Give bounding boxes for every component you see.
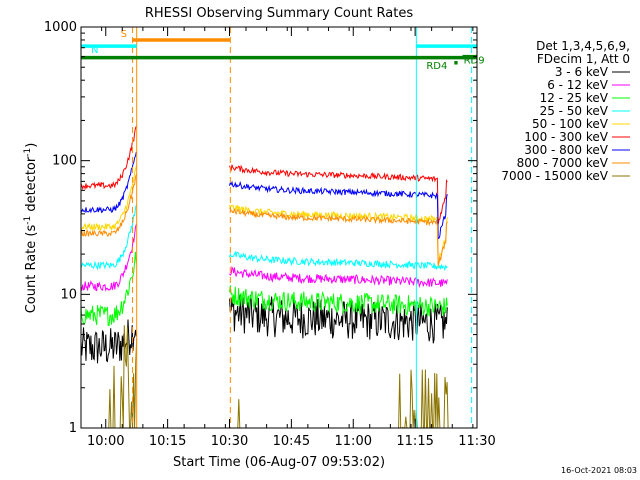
series-25to50keV xyxy=(80,204,448,272)
series-line-segment-2 xyxy=(229,294,448,344)
x-tick-label: 11:00 xyxy=(335,434,372,449)
series-line-segment-2 xyxy=(229,164,448,225)
series-line-segment-2 xyxy=(229,285,448,317)
series-300to800keV xyxy=(80,151,448,240)
legend-label: 6 - 12 keV xyxy=(547,78,609,92)
x-tick-label: 11:15 xyxy=(396,434,433,449)
plot-frame xyxy=(80,26,478,429)
x-tick-label: 10:45 xyxy=(273,434,310,449)
legend-label: 12 - 25 keV xyxy=(540,91,609,105)
series-line-segment-1 xyxy=(80,251,137,326)
y-axis-label: Count Rate (s-1 detector-1) xyxy=(23,143,39,314)
legend-label: 50 - 100 keV xyxy=(532,117,609,131)
legend-label: 300 - 800 keV xyxy=(524,143,608,157)
legend-label: 7000 - 15000 keV xyxy=(501,169,608,183)
legend: Det 1,3,4,5,6,9, FDecim 1, Att 0 3 - 6 k… xyxy=(501,39,630,183)
legend-header-2: FDecim 1, Att 0 xyxy=(537,52,630,66)
series-line-segment-1 xyxy=(80,165,137,232)
series-line-segment-2 xyxy=(229,204,448,267)
series-6to12keV xyxy=(80,224,448,292)
legend-header-1: Det 1,3,4,5,6,9, xyxy=(536,39,630,53)
series-line-segment-1 xyxy=(80,204,137,271)
y-tick-label: 100 xyxy=(52,154,77,169)
x-axis-label: Start Time (06-Aug-07 09:53:02) xyxy=(173,455,385,470)
series-line-segment-2 xyxy=(229,207,448,266)
series-50to100keV xyxy=(80,165,448,267)
series-line-segment-1 xyxy=(80,224,137,292)
x-tick-label: 11:30 xyxy=(458,434,495,449)
x-tick-label: 10:00 xyxy=(87,434,124,449)
chart-title: RHESSI Observing Summary Count Rates xyxy=(145,6,414,21)
series-line-segment-1 xyxy=(80,174,137,237)
axes: 1 10 100 1000 10:00 10:15 10:30 10:45 11:00 11:15… xyxy=(44,20,496,449)
plot-area: S N RD9 RD4 xyxy=(80,27,485,429)
legend-label: 3 - 6 keV xyxy=(555,65,609,79)
state-bar-label: S xyxy=(121,29,127,40)
series-line-segment-2 xyxy=(229,250,448,272)
series-line-segment-1 xyxy=(80,151,137,214)
x-tick-label: 10:30 xyxy=(211,434,248,449)
series-800to7000keV xyxy=(80,174,448,266)
legend-label: 100 - 300 keV xyxy=(524,130,608,144)
y-tick-label: 1 xyxy=(69,421,77,436)
state-bar-label: N xyxy=(91,45,98,56)
state-bar-label: RD4 xyxy=(426,61,447,72)
x-tick-label: 10:15 xyxy=(149,434,186,449)
series-line-segment-1 xyxy=(80,126,137,191)
y-tick-label: 10 xyxy=(60,287,77,302)
series-line-segment-2 xyxy=(229,180,448,240)
legend-label: 25 - 50 keV xyxy=(540,104,609,118)
series-100to300keV xyxy=(80,126,448,225)
state-bar-label: RD9 xyxy=(464,56,485,67)
footer-date: 16-Oct-2021 08:03 xyxy=(561,466,637,475)
y-tick-label: 1000 xyxy=(44,20,77,35)
legend-label: 800 - 7000 keV xyxy=(517,156,609,170)
series-12to25keV xyxy=(80,251,448,326)
series-line-segment-2 xyxy=(229,265,448,289)
